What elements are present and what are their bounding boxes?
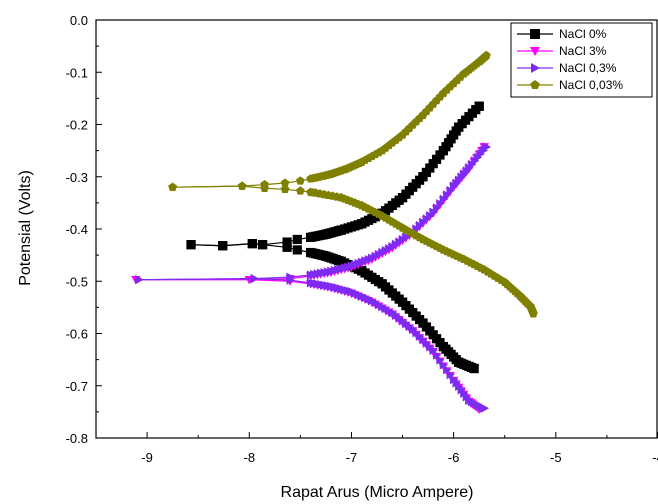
- marker-pentagon: [168, 182, 178, 191]
- marker-triangle-right: [446, 185, 455, 196]
- legend-label: NaCl 0,03%: [559, 78, 623, 92]
- marker-pentagon: [280, 184, 290, 194]
- legend-entry: NaCl 0,3%: [517, 61, 617, 75]
- marker-square: [282, 237, 292, 247]
- y-tick-label: -0.6: [66, 327, 88, 342]
- marker-pentagon: [530, 80, 540, 90]
- marker-pentagon: [237, 181, 247, 190]
- marker-triangle-right: [286, 275, 295, 285]
- x-axis-title: Rapat Arus (Micro Ampere): [281, 484, 474, 501]
- marker-triangle-right: [432, 350, 442, 360]
- series-5: [135, 274, 489, 413]
- series-7: [168, 181, 538, 318]
- y-tick-label: -0.4: [66, 222, 88, 237]
- series-layer: [131, 50, 538, 414]
- marker-triangle-right: [480, 403, 489, 413]
- y-tick-label: -0.8: [66, 431, 88, 446]
- marker-pentagon: [295, 186, 305, 195]
- y-tick-label: -0.5: [66, 274, 88, 289]
- marker-square: [474, 101, 484, 111]
- marker-pentagon: [260, 183, 269, 192]
- marker-triangle-right: [432, 203, 442, 213]
- marker-square: [257, 240, 268, 250]
- marker-pentagon: [481, 50, 491, 60]
- marker-triangle-right: [436, 198, 445, 209]
- marker-pentagon: [295, 176, 305, 185]
- marker-square: [218, 241, 228, 251]
- marker-triangle-right: [443, 365, 452, 375]
- x-tick-label: -9: [141, 450, 153, 465]
- legend-entry: NaCl 3%: [517, 44, 607, 58]
- marker-square: [247, 239, 257, 249]
- marker-triangle-right: [250, 274, 259, 284]
- axes-layer: -9 -8 -7 -6 -5 -4 0.0 -0.1 -0.2 -0.3 -0.4 -0.5 -0.6 -…: [66, 13, 658, 465]
- marker-square: [282, 242, 292, 252]
- marker-triangle-right: [531, 63, 540, 73]
- legend-label: NaCl 0%: [559, 27, 607, 41]
- marker-triangle-right: [135, 275, 144, 285]
- legend-entry: NaCl 0%: [517, 27, 607, 41]
- marker-square: [292, 234, 302, 245]
- series-6: [168, 50, 491, 191]
- legend-label: NaCl 3%: [559, 44, 607, 58]
- marker-triangle-down: [530, 47, 540, 56]
- legend-label: NaCl 0,3%: [559, 61, 617, 75]
- marker-square: [186, 240, 196, 250]
- x-tick-label: -5: [550, 450, 562, 465]
- x-tick-label: -7: [346, 450, 358, 465]
- marker-triangle-right: [436, 355, 445, 365]
- marker-triangle-right: [482, 142, 491, 152]
- y-tick-label: -0.7: [66, 379, 88, 394]
- x-tick-label: -4: [652, 450, 658, 465]
- marker-triangle-right: [446, 370, 455, 380]
- x-tick-label: -6: [448, 450, 460, 465]
- marker-triangle-right: [443, 190, 452, 200]
- y-tick-label: -0.1: [66, 65, 88, 80]
- marker-triangle-right: [429, 345, 438, 355]
- marker-square: [469, 363, 479, 374]
- marker-square: [530, 29, 540, 39]
- legend-entry: NaCl 0,03%: [517, 78, 623, 92]
- marker-pentagon: [280, 178, 290, 187]
- marker-triangle-right: [439, 194, 449, 204]
- legend: NaCl 0% NaCl 3% NaCl 0,3% NaCl 0,03%: [510, 22, 653, 98]
- marker-triangle-right: [429, 207, 438, 217]
- y-tick-label: -0.2: [66, 118, 88, 133]
- x-tick-label: -8: [243, 450, 255, 465]
- marker-square: [292, 245, 302, 255]
- y-tick-label: 0.0: [70, 13, 88, 28]
- y-axis-title: Potensial (Volts): [17, 170, 34, 286]
- y-tick-label: -0.3: [66, 170, 88, 185]
- marker-triangle-right: [439, 360, 449, 370]
- marker-pentagon: [528, 309, 538, 318]
